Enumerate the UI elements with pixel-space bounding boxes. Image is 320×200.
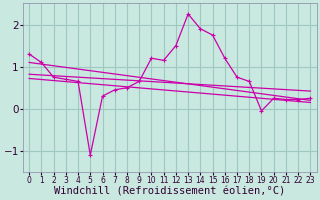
X-axis label: Windchill (Refroidissement éolien,°C): Windchill (Refroidissement éolien,°C)	[54, 187, 285, 197]
